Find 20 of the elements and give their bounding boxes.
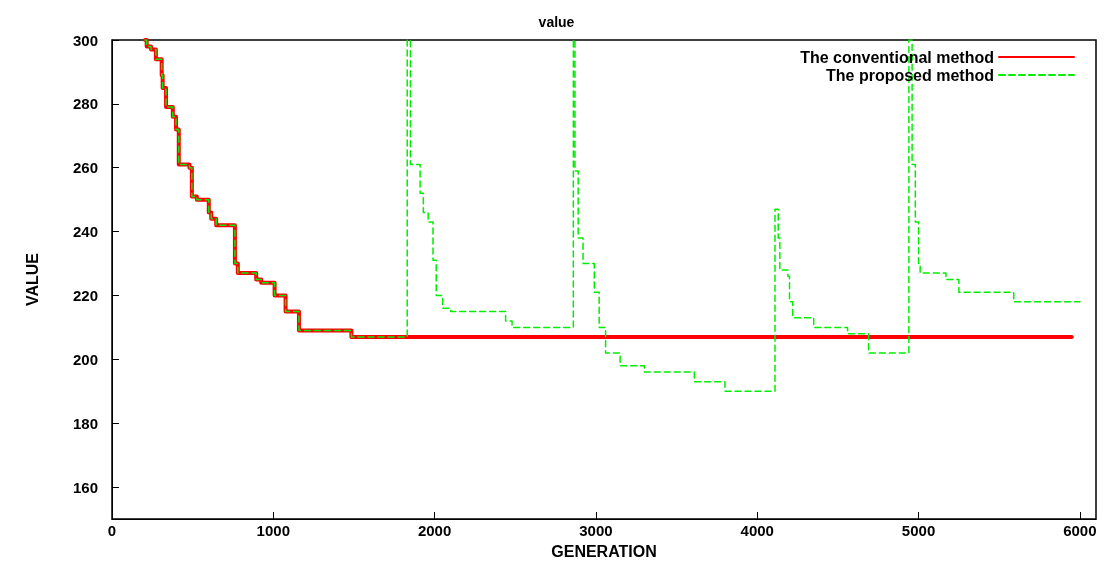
x-tick-label: 3000 xyxy=(579,522,613,539)
legend-label: The conventional method xyxy=(800,48,994,66)
x-tick-label: 4000 xyxy=(740,522,774,539)
x-tick-label: 5000 xyxy=(901,522,936,539)
legend-label: The proposed method xyxy=(826,66,994,84)
y-tick-label: 260 xyxy=(72,159,98,177)
chart-title: value xyxy=(538,14,575,30)
x-tick-label: 6000 xyxy=(1063,522,1097,539)
y-axis-title: VALUE xyxy=(23,252,41,307)
x-tick-label: 0 xyxy=(107,522,117,539)
y-tick-label: 280 xyxy=(72,95,98,113)
y-tick-label: 200 xyxy=(72,350,98,368)
y-tick-label: 160 xyxy=(72,478,98,496)
y-tick-label: 300 xyxy=(72,31,98,49)
x-tick-label: 1000 xyxy=(256,522,290,539)
y-tick-label: 180 xyxy=(72,414,98,432)
x-tick-label: 2000 xyxy=(417,522,452,539)
y-tick-label: 240 xyxy=(72,223,98,241)
y-tick-label: 220 xyxy=(72,286,98,304)
x-axis-title: GENERATION xyxy=(551,542,657,560)
